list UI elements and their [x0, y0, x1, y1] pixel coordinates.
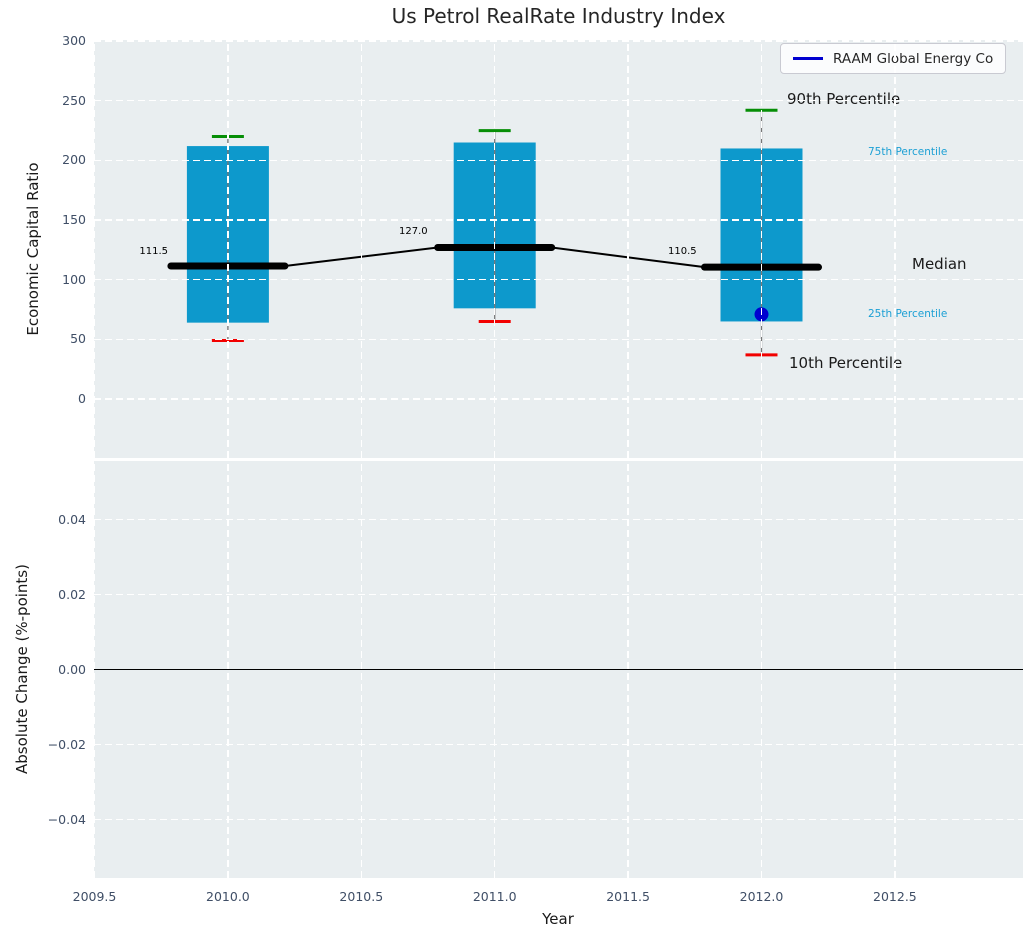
grid-line-y	[94, 339, 1023, 340]
grid-line-x	[494, 40, 495, 458]
grid-line-y	[94, 100, 1023, 101]
grid-line-x	[761, 40, 762, 458]
y-tick-label: 200	[0, 152, 86, 167]
annotation-25th-percentile: 25th Percentile	[868, 308, 947, 320]
grid-line-x	[627, 40, 628, 458]
x-tick-label: 2011.0	[460, 889, 530, 904]
grid-line-y	[94, 40, 1023, 41]
grid-line-y	[94, 594, 1023, 595]
median-value-label: 111.5	[127, 246, 168, 257]
annotation-90th-percentile: 90th Percentile	[787, 90, 900, 108]
zero-line	[94, 669, 1023, 671]
grid-line-y	[94, 160, 1023, 161]
x-tick-label: 2010.0	[193, 889, 263, 904]
grid-line-x	[894, 40, 895, 458]
median-value-label: 110.5	[668, 246, 709, 257]
top-plot-area: RAAM Global Energy Co 90th Percentile 75…	[94, 40, 1023, 458]
figure: Us Petrol RealRate Industry Index RAAM G…	[0, 0, 1034, 942]
bottom-plot-area	[94, 461, 1023, 878]
y-axis-label-top: Economic Capital Ratio	[22, 99, 44, 399]
legend-label: RAAM Global Energy Co	[833, 51, 993, 67]
annotation-75th-percentile: 75th Percentile	[868, 146, 947, 158]
x-tick-label: 2009.5	[60, 889, 130, 904]
annotation-median: Median	[912, 255, 967, 273]
y-tick-label: 150	[0, 212, 86, 227]
grid-line-y	[94, 279, 1023, 280]
grid-line-y	[94, 398, 1023, 399]
x-tick-label: 2012.5	[860, 889, 930, 904]
grid-line-x	[361, 40, 362, 458]
grid-line-y	[94, 744, 1023, 745]
grid-line-y	[94, 519, 1023, 520]
y-tick-label: 0.04	[0, 512, 86, 527]
x-tick-label: 2011.5	[593, 889, 663, 904]
grid-line-y	[94, 819, 1023, 820]
y-tick-label: −0.04	[0, 812, 86, 827]
y-tick-label: 0	[0, 391, 86, 406]
grid-line-y	[94, 219, 1023, 220]
chart-title: Us Petrol RealRate Industry Index	[94, 4, 1023, 28]
grid-line-x	[94, 40, 95, 458]
y-tick-label: 0.02	[0, 587, 86, 602]
legend: RAAM Global Energy Co	[780, 43, 1006, 74]
x-tick-label: 2012.0	[727, 889, 797, 904]
y-tick-label: −0.02	[0, 737, 86, 752]
y-tick-label: 50	[0, 331, 86, 346]
y-tick-label: 300	[0, 33, 86, 48]
y-tick-label: 250	[0, 93, 86, 108]
x-tick-label: 2010.5	[326, 889, 396, 904]
x-axis-label: Year	[458, 910, 658, 928]
y-tick-label: 100	[0, 272, 86, 287]
legend-line-swatch	[793, 57, 823, 60]
annotation-10th-percentile: 10th Percentile	[789, 354, 902, 372]
grid-line-x	[227, 40, 228, 458]
y-tick-label: 0.00	[0, 662, 86, 677]
median-value-label: 127.0	[399, 226, 440, 237]
